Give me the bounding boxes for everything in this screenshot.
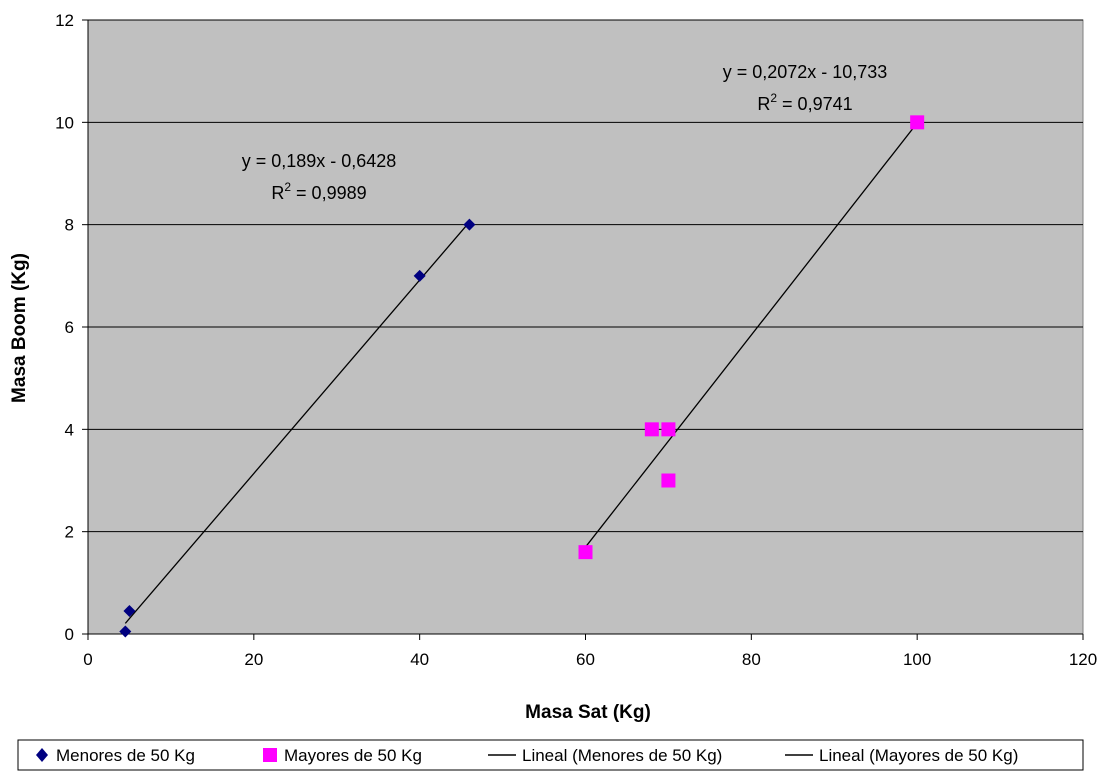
legend: Menores de 50 Kg Mayores de 50 Kg Lineal… [17,739,1084,771]
x-axis-title: Masa Sat (Kg) [525,702,651,723]
point-series-2 [644,422,659,437]
point-series-2 [661,473,676,488]
trendline-2 [584,122,918,548]
trendline-1-r2: R2 = 0,9989 [271,180,366,203]
r2-symbol: R [271,183,284,203]
x-axis-ticks: 0 20 40 60 80 100 120 [83,634,1097,669]
gridlines [88,19,1083,533]
legend-label-lineal-mayores: Lineal (Mayores de 50 Kg) [819,746,1018,765]
r2-value: = 0,9741 [777,94,853,114]
legend-label-menores: Menores de 50 Kg [56,746,195,765]
trendline-1-equation: y = 0,189x - 0,6428 [242,151,397,171]
r2-exponent: 2 [284,180,291,194]
r2-symbol: R [757,94,770,114]
y-tick-label: 10 [55,113,74,132]
legend-diamond-marker [36,748,48,762]
trendline-2-r2: R2 = 0,9741 [757,91,852,114]
trendlines [124,122,918,624]
x-tick-label: 0 [83,650,92,669]
trendline-1 [124,221,470,624]
point-series-2 [910,115,925,130]
y-axis-ticks: 0 2 4 6 8 10 12 [55,11,88,644]
y-tick-label: 4 [65,420,74,439]
point-series-1 [123,604,136,617]
legend-label-mayores: Mayores de 50 Kg [284,746,422,765]
x-tick-label: 40 [410,650,429,669]
point-series-1 [463,218,476,231]
point-series-2 [578,545,593,560]
y-tick-label: 2 [65,523,74,542]
trendline-equation-2: y = 0,2072x - 10,733 R2 = 0,9741 [723,62,888,114]
y-axis-title: Masa Boom (Kg) [9,253,30,403]
legend-square-marker [263,748,277,762]
x-tick-label: 60 [576,650,595,669]
y-tick-label: 12 [55,11,74,30]
y-tick-label: 0 [65,625,74,644]
legend-box [17,739,1084,771]
y-tick-label: 8 [65,216,74,235]
legend-label-lineal-menores: Lineal (Menores de 50 Kg) [522,746,722,765]
point-series-2 [661,422,676,437]
x-tick-label: 80 [742,650,761,669]
x-tick-label: 120 [1069,650,1097,669]
r2-exponent: 2 [770,91,777,105]
trendline-2-equation: y = 0,2072x - 10,733 [723,62,888,82]
point-series-1 [413,269,426,282]
x-tick-label: 20 [244,650,263,669]
trendline-equation-1: y = 0,189x - 0,6428 R2 = 0,9989 [242,151,397,203]
r2-value: = 0,9989 [291,183,367,203]
x-tick-label: 100 [903,650,931,669]
data-points [119,115,925,638]
y-tick-label: 6 [65,318,74,337]
point-series-1 [119,625,132,638]
